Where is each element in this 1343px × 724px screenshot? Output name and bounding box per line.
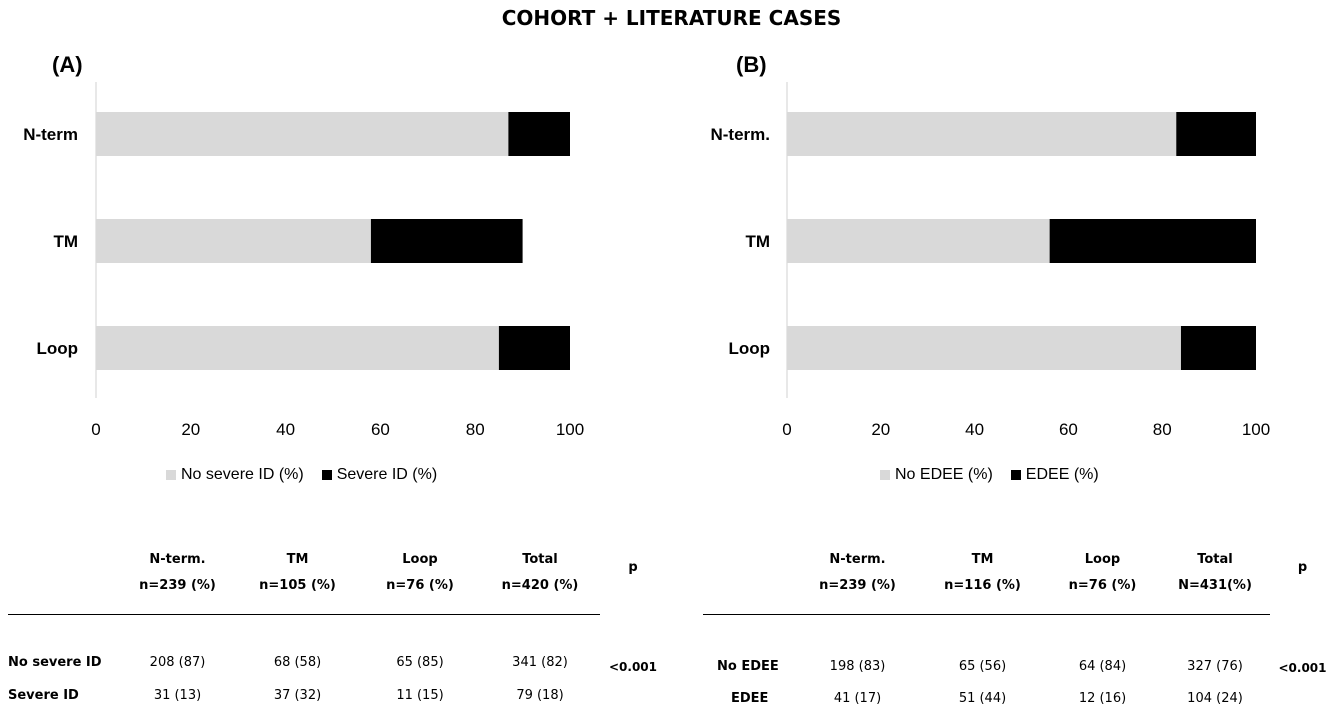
col-subheader: n=76 (%) <box>1045 578 1160 615</box>
col-header: Loop <box>402 551 438 567</box>
bar-yes-1 <box>370 219 523 263</box>
stats-table-a: N-term. TM Loop Total p n=239 (%) n=105 … <box>8 540 666 720</box>
x-tick-label: 20 <box>871 420 890 439</box>
legend-item-no-edee: No EDEE (%) <box>880 466 993 484</box>
legend-b: No EDEE (%) EDEE (%) <box>880 466 1099 484</box>
x-tick-label: 100 <box>556 420 584 439</box>
panel-label-a: (A) <box>52 52 83 77</box>
table-corner <box>703 540 795 578</box>
table-corner <box>8 540 120 578</box>
table-cell: 12 (16) <box>1078 690 1127 706</box>
legend-label: No severe ID (%) <box>181 466 304 483</box>
table-cell: 198 (83) <box>829 659 886 674</box>
category-label: Loop <box>728 339 770 358</box>
bar-no-0 <box>787 112 1177 156</box>
col-header: Total <box>1197 551 1233 567</box>
legend-swatch-light <box>880 470 890 480</box>
col-header: TM <box>971 551 994 567</box>
panel-label-b: (B) <box>736 52 767 77</box>
row-label: No severe ID <box>8 655 102 670</box>
col-header: Total <box>522 551 558 567</box>
legend-swatch-dark <box>321 470 332 480</box>
x-tick-label: 80 <box>1153 420 1172 439</box>
table-cell: 208 (87) <box>149 655 206 670</box>
col-header: Loop <box>1084 551 1121 567</box>
row-label: Severe ID <box>8 687 79 703</box>
legend-swatch-light <box>166 470 176 480</box>
table-cell: 341 (82) <box>512 655 568 670</box>
bar-yes-1 <box>1049 219 1256 263</box>
col-subheader: n=105 (%) <box>235 578 360 615</box>
p-header: p <box>628 559 638 575</box>
col-subheader: N=431(%) <box>1160 578 1270 615</box>
bar-yes-2 <box>1180 326 1256 370</box>
table-row: EDEE 41 (17) 51 (44) 12 (16) 104 (24) <box>703 674 1335 722</box>
row-label: EDEE <box>731 690 769 706</box>
x-tick-label: 40 <box>276 420 295 439</box>
table-cell: 65 (85) <box>396 655 444 670</box>
category-label: N-term <box>23 125 78 144</box>
x-tick-label: 20 <box>181 420 200 439</box>
p-value: <0.001 <box>608 660 657 674</box>
bar-chart-a: N-term TM Loop 0 20 40 60 80 100 <box>23 82 584 439</box>
table-cell: 51 (44) <box>958 690 1007 706</box>
bar-no-0 <box>96 112 509 156</box>
table-cell: 68 (58) <box>273 655 322 670</box>
figure-title: COHORT + LITERATURE CASES <box>501 6 842 30</box>
legend-item-no-severe-id: No severe ID (%) <box>166 466 304 484</box>
legend-label: No EDEE (%) <box>895 466 993 483</box>
table-row: No severe ID 208 (87) 68 (58) 65 (85) 34… <box>8 614 666 674</box>
bar-no-2 <box>787 326 1181 370</box>
x-tick-label: 60 <box>1059 420 1078 439</box>
col-header: TM <box>286 551 309 567</box>
table-corner <box>8 578 120 615</box>
table-cell: 64 (84) <box>1078 659 1127 674</box>
col-subheader: n=420 (%) <box>480 578 600 615</box>
col-subheader: n=116 (%) <box>920 578 1045 615</box>
legend-a: No severe ID (%) Severe ID (%) <box>166 466 437 484</box>
table-cell: 104 (24) <box>1187 690 1243 706</box>
bar-yes-0 <box>508 112 570 156</box>
x-tick-label: 60 <box>371 420 390 439</box>
category-label: N-term. <box>710 125 770 144</box>
legend-label: EDEE (%) <box>1025 466 1099 483</box>
col-subheader: n=239 (%) <box>795 578 920 615</box>
bar-no-2 <box>96 326 499 370</box>
legend-item-severe-id: Severe ID (%) <box>321 466 438 484</box>
bar-no-1 <box>96 219 371 263</box>
table-row: Severe ID 31 (13) 37 (32) 11 (15) 79 (18… <box>8 670 666 720</box>
row-label: No EDEE <box>717 659 779 674</box>
legend-item-edee: EDEE (%) <box>1010 466 1099 484</box>
legend-swatch-dark <box>1010 470 1021 480</box>
table-cell: 327 (76) <box>1187 659 1243 674</box>
table-cell: 79 (18) <box>516 687 564 703</box>
bar-yes-0 <box>1176 112 1256 156</box>
bar-chart-b: N-term. TM Loop 0 20 40 60 80 100 <box>710 82 1270 439</box>
p-value: <0.001 <box>1278 661 1327 675</box>
stats-table-b: N-term. TM Loop Total p n=239 (%) n=116 … <box>703 540 1335 722</box>
table-row: No EDEE 198 (83) 65 (56) 64 (84) 327 (76… <box>703 614 1335 675</box>
table-corner <box>703 578 795 615</box>
table-cell: 11 (15) <box>396 687 444 703</box>
category-label: TM <box>745 232 770 251</box>
bar-yes-2 <box>498 326 570 370</box>
category-label: Loop <box>36 339 78 358</box>
col-subheader: n=239 (%) <box>120 578 235 615</box>
x-tick-label: 100 <box>1242 420 1270 439</box>
x-tick-label: 0 <box>782 420 791 439</box>
col-subheader: n=76 (%) <box>360 578 480 615</box>
x-tick-label: 80 <box>466 420 485 439</box>
table-cell: 41 (17) <box>833 690 882 706</box>
p-header: p <box>1297 559 1308 575</box>
col-header: N-term. <box>149 551 206 567</box>
x-tick-label: 40 <box>965 420 984 439</box>
legend-label: Severe ID (%) <box>336 466 438 483</box>
col-header: N-term. <box>829 551 886 567</box>
table-cell: 37 (32) <box>273 687 322 703</box>
category-label: TM <box>53 232 78 251</box>
x-tick-label: 0 <box>91 420 100 439</box>
table-cell: 65 (56) <box>958 659 1007 674</box>
table-cell: 31 (13) <box>153 687 202 703</box>
bar-no-1 <box>787 219 1050 263</box>
